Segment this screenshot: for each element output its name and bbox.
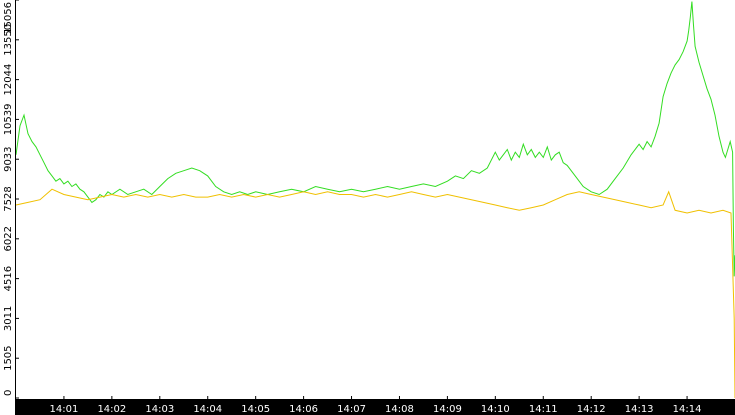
y-tick-label: 15056 xyxy=(3,2,14,34)
x-tick-label: 14:05 xyxy=(241,404,270,415)
y-tick-label: 4516 xyxy=(3,266,14,291)
y-axis-bar xyxy=(0,0,15,415)
x-tick-label: 14:07 xyxy=(337,404,366,415)
x-tick-label: 14:11 xyxy=(529,404,558,415)
x-tick-label: 14:06 xyxy=(289,404,318,415)
x-tick-label: 14:10 xyxy=(481,404,510,415)
x-tick-label: 14:03 xyxy=(145,404,174,415)
y-tick-label: 12044 xyxy=(3,64,14,96)
y-tick-label: 13550 xyxy=(3,24,14,56)
x-tick-label: 14:08 xyxy=(385,404,414,415)
x-tick-label: 14:02 xyxy=(97,404,126,415)
series-layer xyxy=(15,1,735,399)
y-tick-label: 0 xyxy=(3,390,14,396)
x-axis-ticks: 14:01 14:02 14:03 14:04 14:05 14:06 14:07 14:08… xyxy=(50,396,702,415)
x-tick-label: 14:13 xyxy=(625,404,654,415)
x-tick-label: 14:14 xyxy=(673,404,702,415)
x-tick-label: 14:09 xyxy=(433,404,462,415)
x-tick-label: 14:01 xyxy=(50,404,79,415)
y-tick-label: 6022 xyxy=(3,226,14,251)
x-tick-label: 14:12 xyxy=(577,404,606,415)
y-tick-label: 1505 xyxy=(3,345,14,370)
series-line-2 xyxy=(15,188,735,399)
y-tick-label: 10539 xyxy=(3,103,14,135)
x-axis-bar xyxy=(0,399,735,415)
y-tick-label: 3011 xyxy=(3,306,14,331)
x-tick-label: 14:04 xyxy=(193,404,222,415)
y-tick-label: 7528 xyxy=(3,186,14,211)
y-tick-label: 9033 xyxy=(3,146,14,171)
y-axis-ticks: 0 1505 3011 4516 6022 7528 9033 10539 12044 13550… xyxy=(3,0,19,399)
